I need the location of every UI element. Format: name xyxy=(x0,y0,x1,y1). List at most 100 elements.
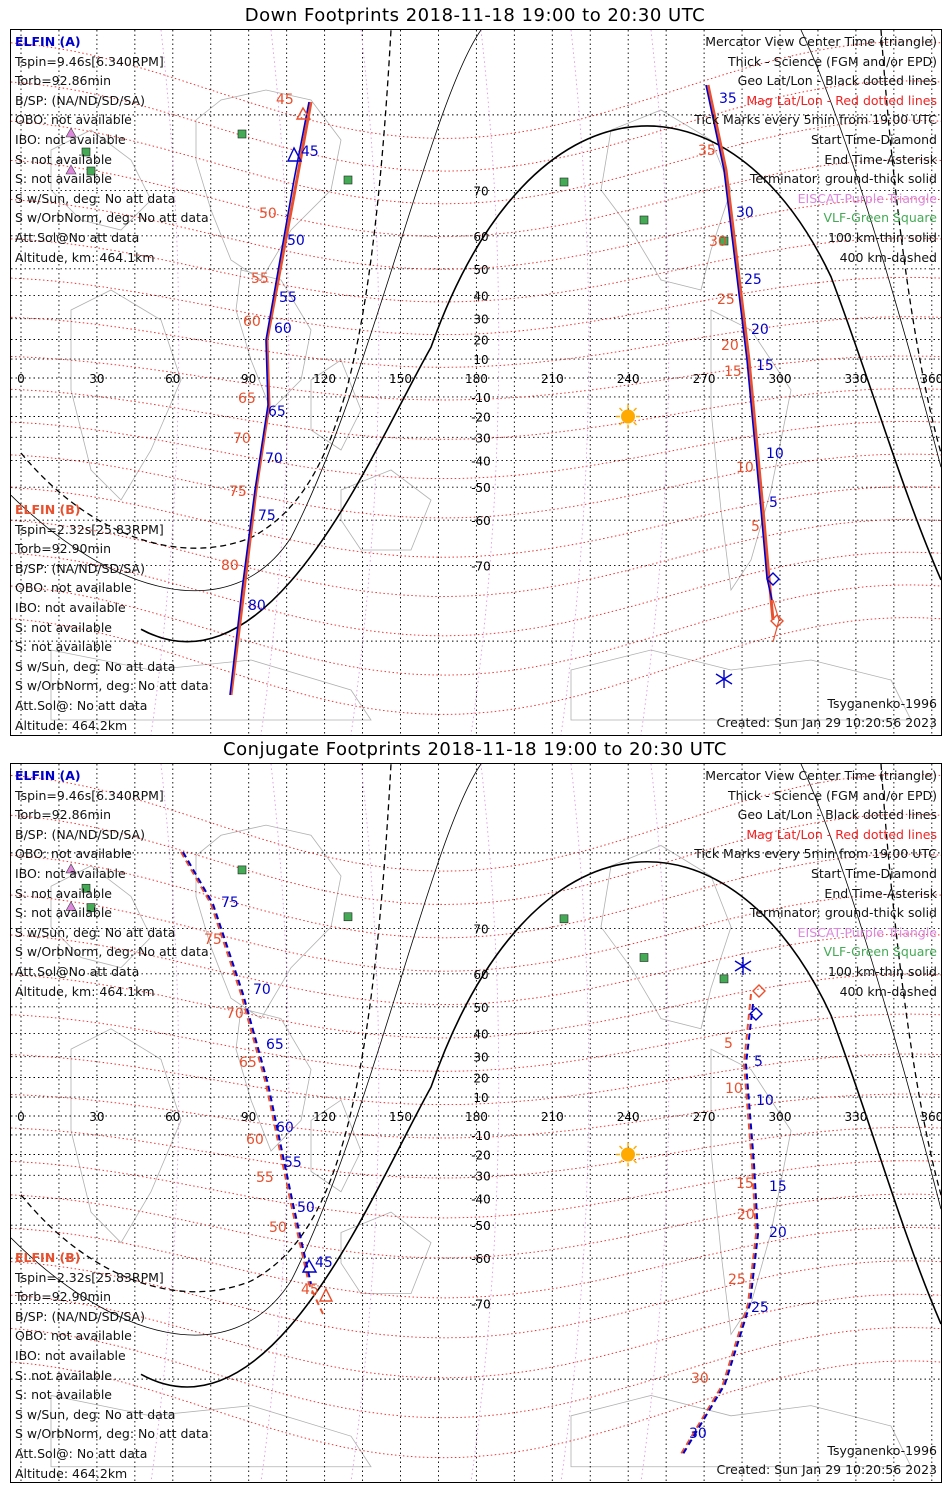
elfin-b-tick-label: 35 xyxy=(698,143,716,159)
elfin-a-info-line: S: not available xyxy=(15,885,112,901)
lat-label: -30 xyxy=(471,1169,491,1183)
elfin-a-tick-label: 25 xyxy=(751,1300,769,1316)
lon-label: 30 xyxy=(89,372,104,386)
mag-parallel xyxy=(11,198,941,270)
lon-label: 0 xyxy=(17,372,25,386)
lat-label: -50 xyxy=(471,1219,491,1233)
elfin-b-start-diamond xyxy=(752,984,766,998)
elfin-a-tick-label: 55 xyxy=(284,1155,302,1171)
mag-parallel xyxy=(11,420,941,480)
elfin-a-name: ELFIN (A) xyxy=(15,34,81,49)
mag-parallel xyxy=(11,1360,941,1459)
elfin-a-tick-label: 30 xyxy=(736,205,754,221)
elfin-a-tick-label: 20 xyxy=(751,322,769,338)
coast-shape xyxy=(50,649,372,721)
mag-parallel xyxy=(11,119,941,205)
elfin-b-info-line: S w/Sun, deg: No att data xyxy=(15,1406,176,1422)
coast-shape xyxy=(310,1099,362,1193)
elfin-a-tick-label: 75 xyxy=(258,508,276,524)
lon-label: 180 xyxy=(465,1110,488,1124)
elfin-a-name: ELFIN (A) xyxy=(15,768,81,783)
lat-label: 40 xyxy=(473,1028,488,1042)
elfin-a-tick-label: 5 xyxy=(754,1054,763,1070)
mag-parallel xyxy=(11,933,941,1005)
lat-label: -20 xyxy=(471,410,491,424)
legend-item: EISCAT-Purple Triangle xyxy=(797,190,937,206)
lat-label: 20 xyxy=(473,1072,488,1086)
elfin-b-info-line: Altitude: 464.2km xyxy=(15,717,128,733)
coast-shape xyxy=(570,1395,912,1468)
elfin-a-tick-label: 65 xyxy=(268,404,286,420)
lon-label: 270 xyxy=(693,372,716,386)
mag-parallel xyxy=(11,1293,941,1379)
lon-label: 210 xyxy=(541,372,564,386)
mag-meridian xyxy=(560,764,590,1482)
elfin-a-info-block: ELFIN (A) Tspin=9.46s[6.340RPM] Torb=92.86… xyxy=(15,32,209,267)
legend-item: Start Time-Diamond xyxy=(810,131,937,147)
coast-shape xyxy=(600,109,732,291)
elfin-b-tick-label: 70 xyxy=(233,431,251,447)
legend-item: Mag Lat/Lon - Red dotted lines xyxy=(746,826,937,842)
legend-item: 400 km-dashed xyxy=(839,249,937,265)
elfin-b-info-line: Tspin=2.32s[25.83RPM] xyxy=(15,521,164,537)
lon-label: 60 xyxy=(165,372,180,386)
elfin-a-tick-label: 5 xyxy=(769,495,778,511)
lat-label: 10 xyxy=(473,353,488,367)
created-timestamp: Created: Sun Jan 29 10:20:56 2023 xyxy=(716,715,937,731)
elfin-a-tick-label: 70 xyxy=(253,982,271,998)
legend-item: Terminator: ground-thick solid xyxy=(749,171,937,187)
elfin-a-info-line: IBO: not available xyxy=(15,865,126,881)
eiscat-station xyxy=(65,900,77,911)
elfin-b-track-west xyxy=(180,851,324,1315)
elfin-b-tick-label: 20 xyxy=(737,1207,755,1223)
elfin-b-center-triangle xyxy=(295,106,312,120)
elfin-b-tick-label: 5 xyxy=(751,519,760,535)
elfin-b-tick-label: 70 xyxy=(226,1006,244,1022)
lat-label: 30 xyxy=(473,313,488,327)
mag-parallel xyxy=(11,1160,941,1219)
elfin-b-info-line: Altitude: 464.2km xyxy=(15,1465,128,1481)
mag-parallel xyxy=(11,453,941,519)
elfin-b-start-diamond xyxy=(770,614,784,628)
lon-label: 330 xyxy=(844,372,867,386)
elfin-a-info-line: Torb=92.86min xyxy=(15,807,112,823)
elfin-b-tick-label: 45 xyxy=(276,92,294,108)
elfin-b-tick-label: 80 xyxy=(221,558,239,574)
conjugate-footprints-panel: 0 30 60 90 120 150 180 210 240 270 300 330 360 70 60 50… xyxy=(10,763,942,1483)
elfin-b-center-triangle xyxy=(318,1287,334,1302)
terminator-100km xyxy=(11,764,482,1336)
lon-labels: 0 30 60 90 120 150 180 210 240 270 300 330 360 xyxy=(17,1110,941,1124)
elfin-a-info-line: Altitude, km: 464.1km xyxy=(15,249,155,265)
mag-meridian xyxy=(150,764,180,1482)
elfin-a-info-line: S: not available xyxy=(15,151,112,167)
elfin-b-end-trail xyxy=(772,599,780,643)
elfin-b-tick-label: 60 xyxy=(246,1132,264,1148)
elfin-b-info-line: Att.Sol@: No att data xyxy=(15,1445,148,1461)
vlf-station xyxy=(86,166,96,176)
lat-label: 10 xyxy=(473,1091,488,1105)
legend-item: Terminator: ground-thick solid xyxy=(749,905,937,921)
elfin-b-info-line: S w/Sun, deg: No att data xyxy=(15,658,176,674)
mag-parallel xyxy=(11,893,941,972)
coast-shape xyxy=(50,129,152,231)
footer-block: Tsyganenko-1996 Created: Sun Jan 29 10:20… xyxy=(717,1441,937,1480)
vlf-station xyxy=(559,914,569,924)
legend-item: Mag Lat/Lon - Red dotted lines xyxy=(746,92,937,108)
mag-parallel xyxy=(11,276,941,336)
lat-label: -50 xyxy=(471,481,491,495)
legend-item: EISCAT-Purple Triangle xyxy=(797,924,937,940)
mag-parallel xyxy=(11,519,941,597)
elfin-a-info-line: S w/OrbNorm, deg: No att data xyxy=(15,210,209,226)
elfin-a-track-west xyxy=(182,851,312,1285)
elfin-b-track-east xyxy=(706,84,775,621)
lon-label: 330 xyxy=(844,1110,867,1124)
mag-latlon-grid xyxy=(11,41,941,715)
legend-item: Mercator View Center Time (triangle) xyxy=(705,768,937,783)
elfin-a-info-block: ELFIN (A) Tspin=9.46s[6.340RPM] Torb=92.86… xyxy=(15,766,209,1001)
lat-label: 50 xyxy=(473,1001,488,1015)
elfin-b-info-line: OBO: not available xyxy=(15,1328,132,1344)
lat-label: -30 xyxy=(471,431,491,445)
elfin-a-tick-label: 25 xyxy=(744,272,762,288)
